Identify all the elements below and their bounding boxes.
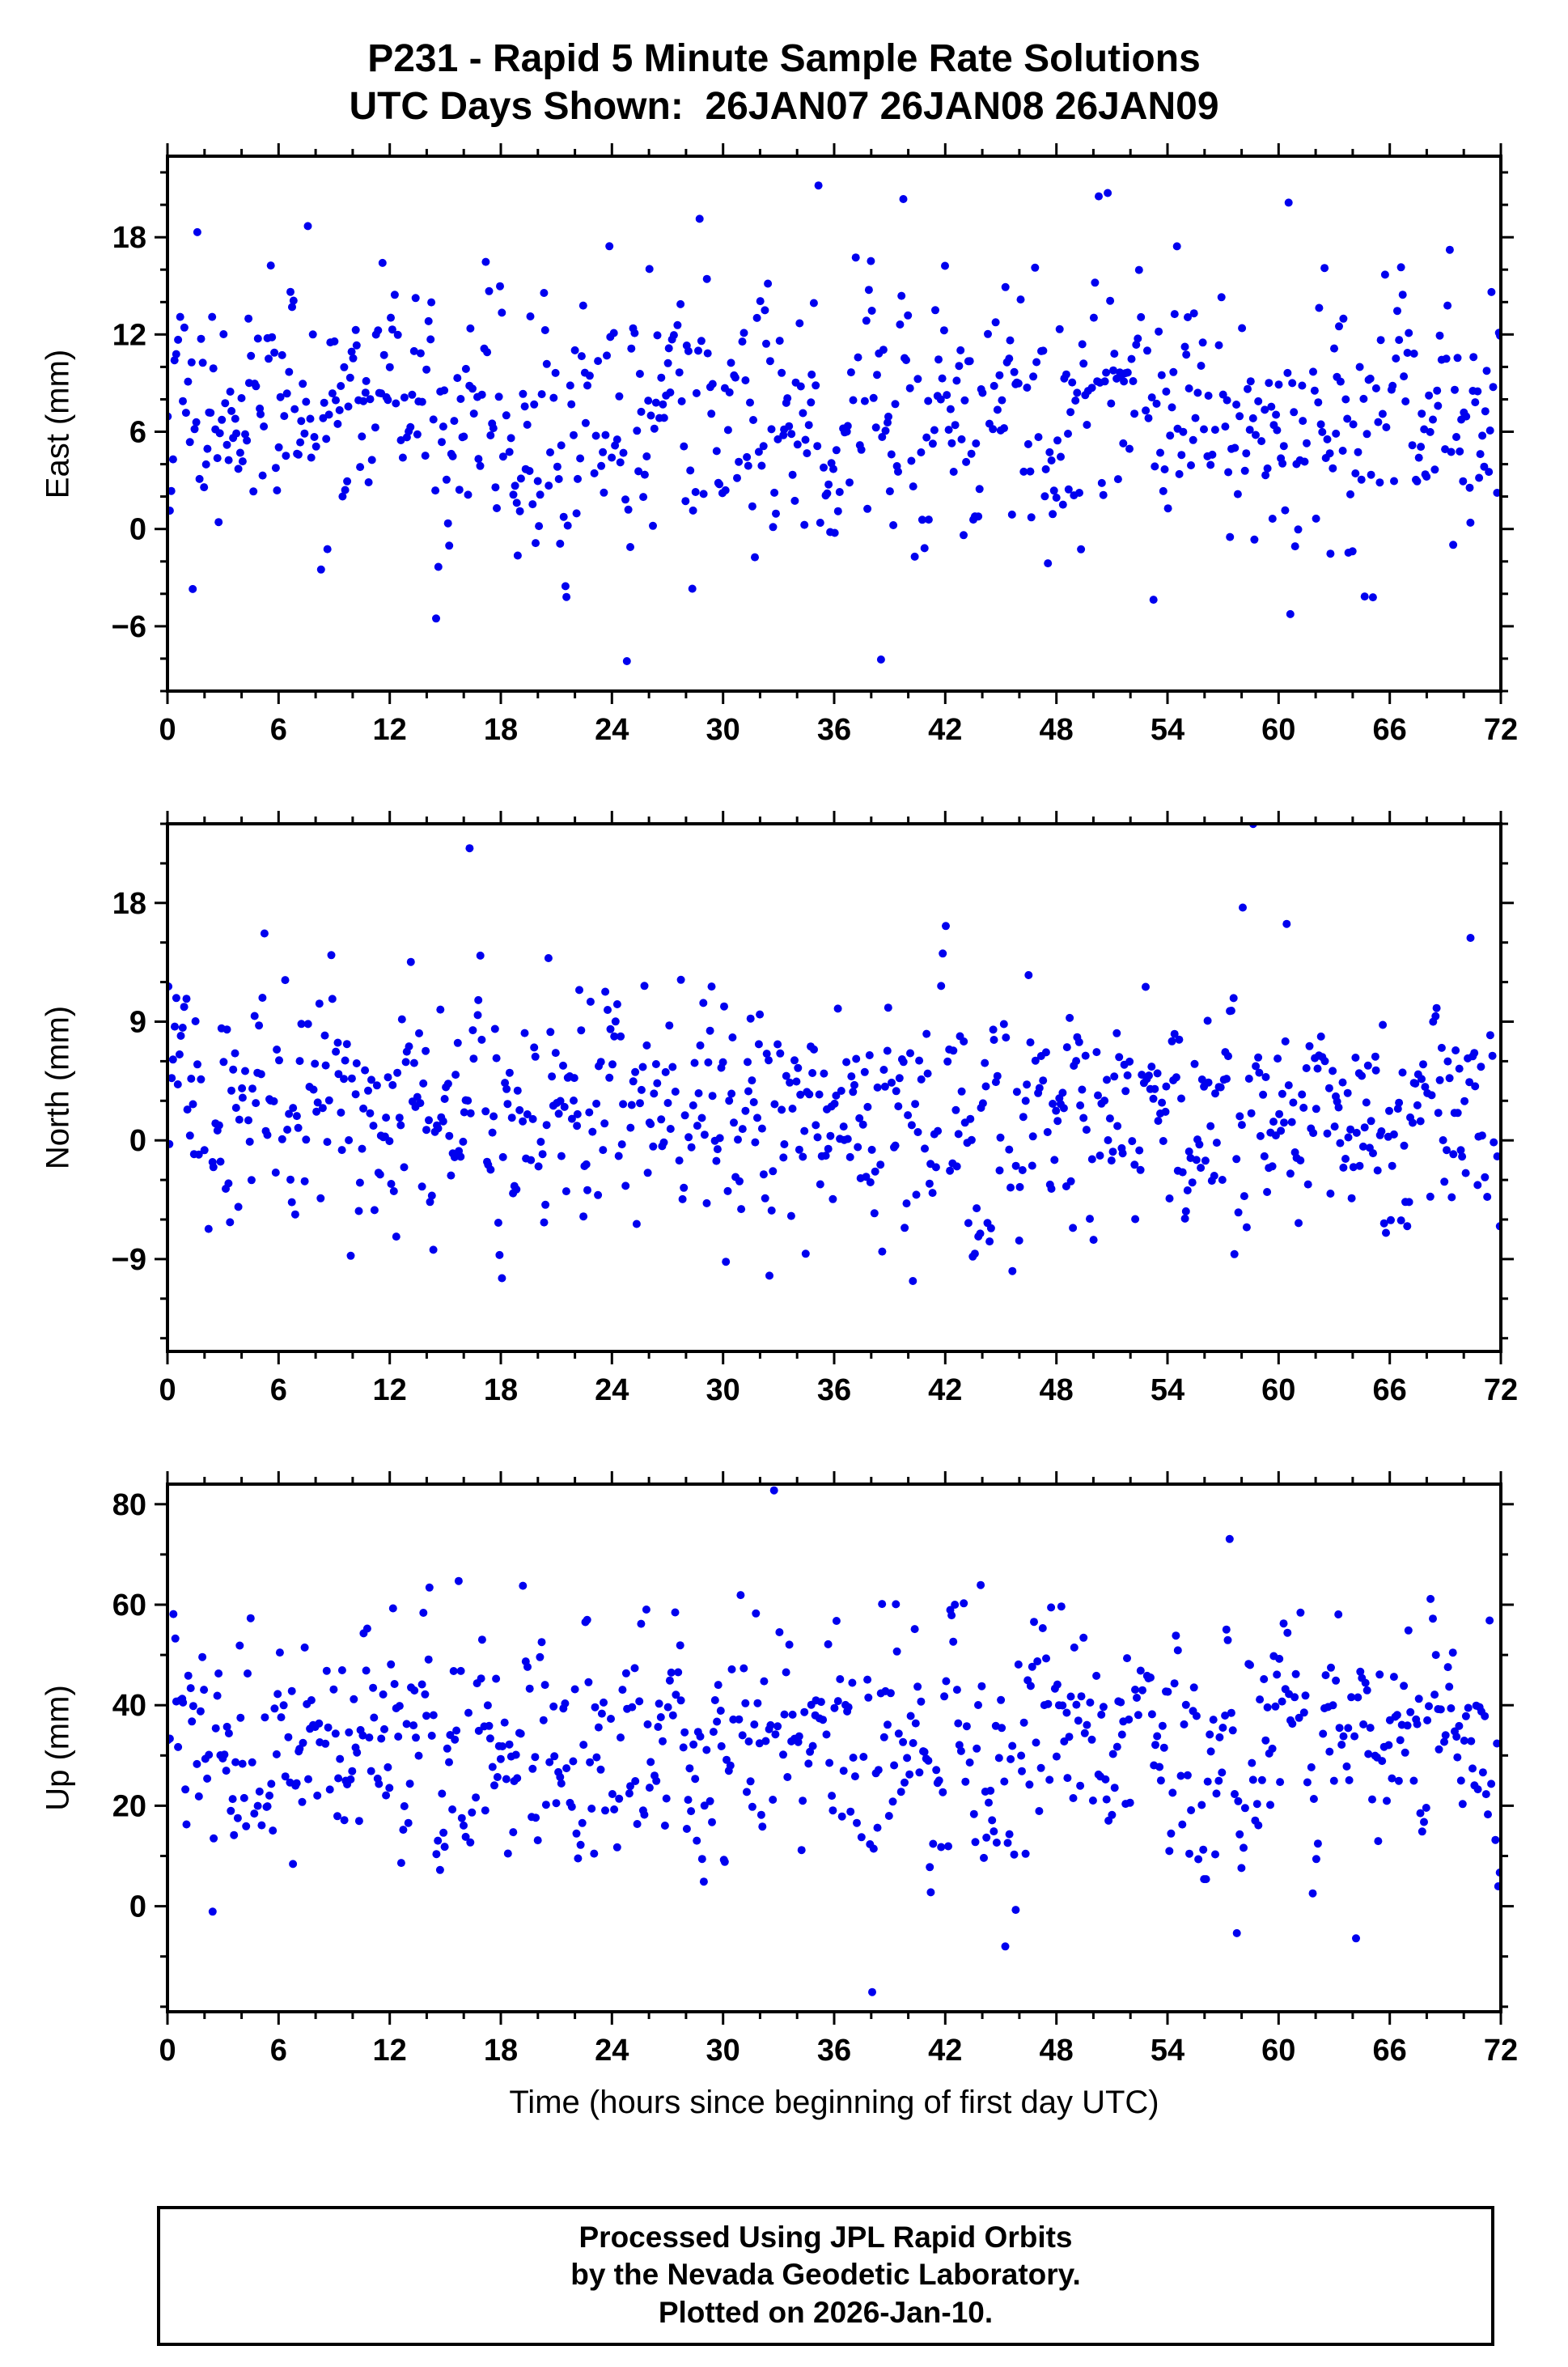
svg-text:42: 42 — [928, 2034, 962, 2068]
svg-text:0: 0 — [159, 2034, 176, 2068]
svg-text:72: 72 — [1484, 2034, 1518, 2068]
svg-text:66: 66 — [1373, 1373, 1407, 1407]
svg-text:6: 6 — [129, 416, 146, 450]
y-axis-label-up: Up (mm) — [40, 1685, 76, 1811]
svg-text:48: 48 — [1040, 713, 1074, 747]
svg-text:80: 80 — [112, 1488, 146, 1522]
east-scatter-plot: 0 6 12 18 24 30 36 42 48 54 60 66 72 −6 0 6 12 18 — [112, 143, 1518, 747]
svg-text:0: 0 — [129, 1890, 146, 1924]
svg-text:6: 6 — [270, 1373, 287, 1407]
svg-text:12: 12 — [112, 318, 146, 352]
svg-text:54: 54 — [1151, 713, 1184, 747]
svg-text:48: 48 — [1040, 1373, 1074, 1407]
svg-text:54: 54 — [1151, 2034, 1184, 2068]
svg-text:18: 18 — [484, 713, 518, 747]
svg-text:48: 48 — [1040, 2034, 1074, 2068]
svg-text:36: 36 — [817, 2034, 851, 2068]
svg-text:12: 12 — [373, 2034, 407, 2068]
svg-text:−6: −6 — [112, 610, 146, 644]
svg-text:66: 66 — [1373, 713, 1407, 747]
svg-text:24: 24 — [595, 1373, 629, 1407]
svg-text:24: 24 — [595, 2034, 629, 2068]
svg-text:42: 42 — [928, 713, 962, 747]
svg-text:12: 12 — [373, 1373, 407, 1407]
svg-text:72: 72 — [1484, 1373, 1518, 1407]
svg-text:30: 30 — [706, 1373, 740, 1407]
svg-text:24: 24 — [595, 713, 629, 747]
footer-line-1: Processed Using JPL Rapid Orbits — [578, 2221, 1073, 2254]
footer-box: Processed Using JPL Rapid Orbits by the … — [157, 2206, 1494, 2346]
svg-text:66: 66 — [1373, 2034, 1407, 2068]
svg-text:18: 18 — [484, 2034, 518, 2068]
north-scatter-plot: 0 6 12 18 24 30 36 42 48 54 60 66 72 −9 0 9 18 — [112, 811, 1518, 1407]
y-axis-label-east: East (mm) — [40, 349, 76, 498]
svg-text:0: 0 — [159, 713, 176, 747]
svg-text:18: 18 — [112, 221, 146, 255]
svg-text:72: 72 — [1484, 713, 1518, 747]
svg-text:40: 40 — [112, 1689, 146, 1723]
svg-text:60: 60 — [1261, 713, 1295, 747]
y-axis-label-north: North (mm) — [40, 1005, 76, 1170]
svg-text:42: 42 — [928, 1373, 962, 1407]
svg-text:18: 18 — [112, 887, 146, 921]
svg-text:20: 20 — [112, 1789, 146, 1823]
title-line-2: UTC Days Shown: 26JAN07 26JAN08 26JAN09 — [349, 84, 1219, 128]
svg-text:36: 36 — [817, 713, 851, 747]
x-axis-label: Time (hours since beginning of first day… — [509, 2085, 1159, 2120]
svg-text:60: 60 — [1261, 1373, 1295, 1407]
up-scatter-plot: 0 6 12 18 24 30 36 42 48 54 60 66 72 0 20 40 60 80 — [112, 1471, 1518, 2068]
svg-text:60: 60 — [112, 1589, 146, 1623]
svg-text:30: 30 — [706, 2034, 740, 2068]
title-line-1: P231 - Rapid 5 Minute Sample Rate Soluti… — [367, 37, 1201, 80]
footer-line-2: by the Nevada Geodetic Laboratory. — [570, 2258, 1081, 2292]
svg-text:6: 6 — [270, 713, 287, 747]
svg-text:12: 12 — [373, 713, 407, 747]
svg-text:30: 30 — [706, 713, 740, 747]
svg-text:9: 9 — [129, 1006, 146, 1040]
svg-text:60: 60 — [1261, 2034, 1295, 2068]
svg-text:0: 0 — [159, 1373, 176, 1407]
svg-text:−9: −9 — [112, 1243, 146, 1277]
svg-text:54: 54 — [1151, 1373, 1184, 1407]
svg-text:0: 0 — [129, 513, 146, 547]
page-title: P231 - Rapid 5 Minute Sample Rate Soluti… — [0, 36, 1568, 130]
svg-text:6: 6 — [270, 2034, 287, 2068]
svg-text:18: 18 — [484, 1373, 518, 1407]
svg-text:36: 36 — [817, 1373, 851, 1407]
svg-text:0: 0 — [129, 1124, 146, 1158]
footer-line-3: Plotted on 2026-Jan-10. — [658, 2295, 994, 2329]
